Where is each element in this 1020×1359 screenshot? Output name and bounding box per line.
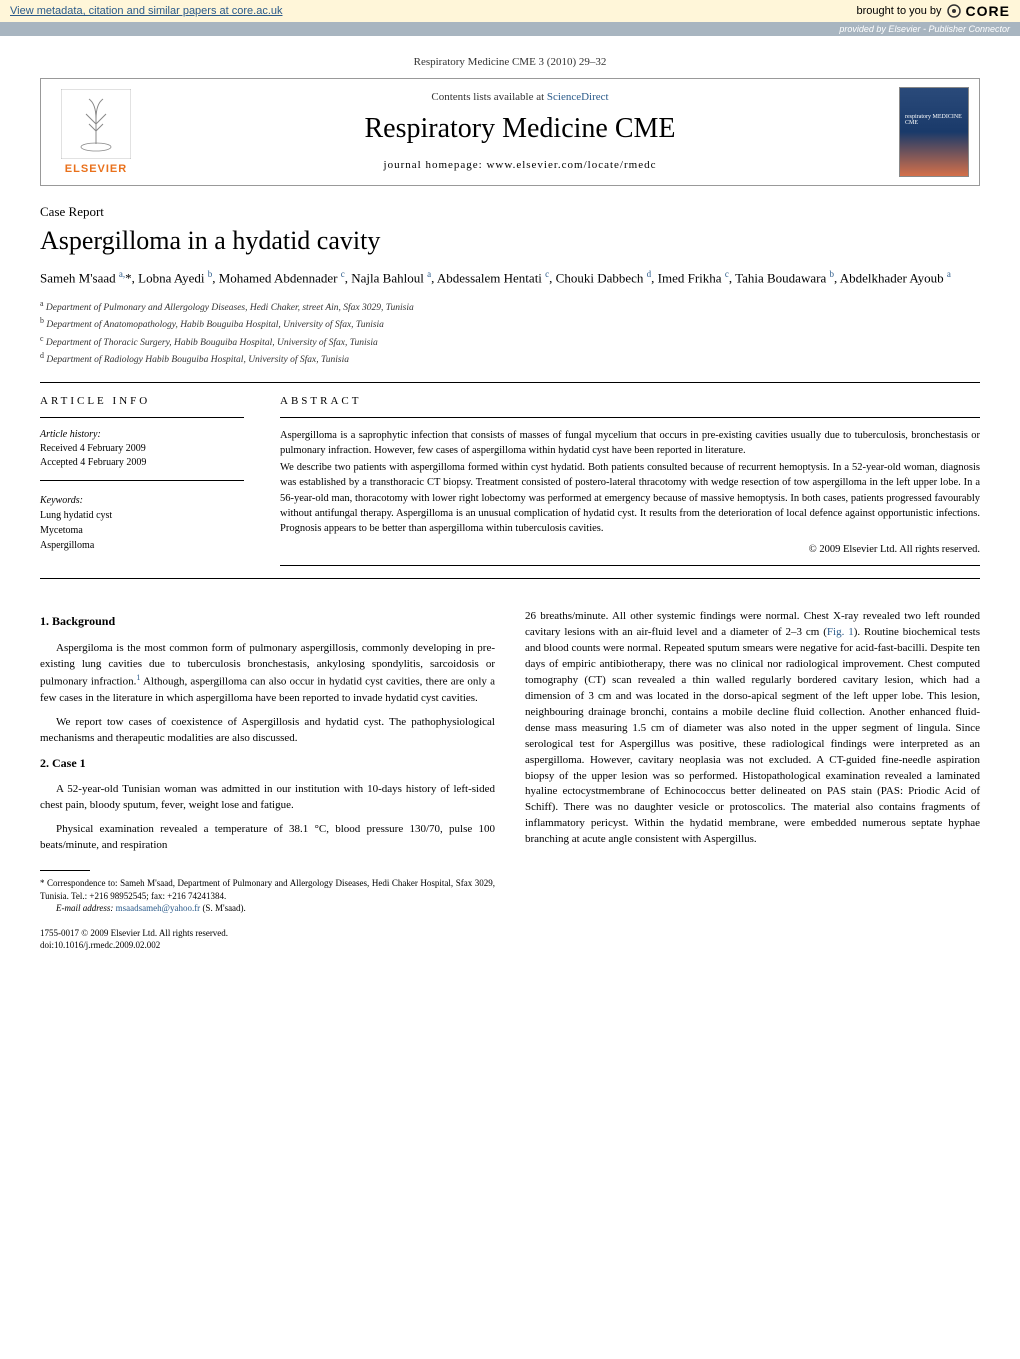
journal-header: ELSEVIER Contents lists available at Sci… bbox=[40, 78, 980, 186]
abstract-copyright: © 2009 Elsevier Ltd. All rights reserved… bbox=[280, 544, 980, 555]
abstract-heading: ABSTRACT bbox=[280, 395, 980, 407]
affiliations: a Department of Pulmonary and Allergolog… bbox=[40, 298, 980, 368]
cover-caption: respiratory MEDICINE CME bbox=[905, 114, 963, 126]
abstract-text: Aspergilloma is a saprophytic infection … bbox=[280, 428, 980, 537]
footnote-separator bbox=[40, 870, 90, 871]
core-link[interactable]: View metadata, citation and similar pape… bbox=[10, 5, 283, 17]
issn-line: 1755-0017 © 2009 Elsevier Ltd. All right… bbox=[40, 927, 495, 940]
keyword: Aspergilloma bbox=[40, 538, 244, 553]
keywords-block: Keywords: Lung hydatid cystMycetomaAsper… bbox=[40, 493, 244, 553]
body-columns: 1. Background Aspergiloma is the most co… bbox=[40, 609, 980, 952]
section-1-heading: 1. Background bbox=[40, 613, 495, 630]
affiliation-line: a Department of Pulmonary and Allergolog… bbox=[40, 298, 980, 315]
body-p3: A 52-year-old Tunisian woman was admitte… bbox=[40, 782, 495, 814]
article-type: Case Report bbox=[40, 204, 980, 220]
citation-line: Respiratory Medicine CME 3 (2010) 29–32 bbox=[40, 56, 980, 68]
brought-by-label: brought to you by bbox=[857, 5, 942, 17]
body-p2: We report tow cases of coexistence of As… bbox=[40, 715, 495, 747]
divider bbox=[40, 480, 244, 481]
cover-thumbnail: respiratory MEDICINE CME bbox=[899, 87, 969, 177]
section-2-heading: 2. Case 1 bbox=[40, 755, 495, 772]
keywords-label: Keywords: bbox=[40, 493, 244, 508]
received-date: Received 4 February 2009 bbox=[40, 442, 244, 456]
email-suffix: (S. M'saad). bbox=[200, 903, 246, 913]
article-history: Article history: Received 4 February 200… bbox=[40, 428, 244, 470]
correspondence-note: * Correspondence to: Sameh M'saad, Depar… bbox=[40, 877, 495, 902]
journal-homepage: journal homepage: www.elsevier.com/locat… bbox=[163, 159, 877, 171]
elsevier-label: ELSEVIER bbox=[65, 163, 127, 175]
divider bbox=[280, 417, 980, 418]
body-p4: Physical examination revealed a temperat… bbox=[40, 822, 495, 854]
article-info-col: ARTICLE INFO Article history: Received 4… bbox=[40, 383, 260, 579]
email-address[interactable]: msaadsameh@yahoo.fr bbox=[116, 903, 201, 913]
elsevier-tree-icon bbox=[61, 89, 131, 159]
provided-by-bar: provided by Elsevier - Publisher Connect… bbox=[0, 22, 1020, 36]
affiliation-line: d Department of Radiology Habib Bouguiba… bbox=[40, 350, 980, 367]
keyword: Mycetoma bbox=[40, 523, 244, 538]
info-abstract-row: ARTICLE INFO Article history: Received 4… bbox=[40, 382, 980, 580]
abstract-p1: Aspergilloma is a saprophytic infection … bbox=[280, 428, 980, 458]
affiliation-line: b Department of Anatomopathology, Habib … bbox=[40, 315, 980, 332]
header-center: Contents lists available at ScienceDirec… bbox=[151, 79, 889, 185]
core-logo-text: CORE bbox=[966, 3, 1010, 19]
elsevier-logo-block: ELSEVIER bbox=[41, 79, 151, 185]
accepted-date: Accepted 4 February 2009 bbox=[40, 456, 244, 470]
doi-block: 1755-0017 © 2009 Elsevier Ltd. All right… bbox=[40, 927, 495, 952]
core-banner: View metadata, citation and similar pape… bbox=[0, 0, 1020, 22]
left-column: 1. Background Aspergiloma is the most co… bbox=[40, 609, 495, 952]
email-line: E-mail address: msaadsameh@yahoo.fr (S. … bbox=[40, 902, 495, 915]
abstract-col: ABSTRACT Aspergilloma is a saprophytic i… bbox=[260, 383, 980, 579]
core-icon bbox=[946, 3, 962, 19]
journal-cover: respiratory MEDICINE CME bbox=[889, 79, 979, 185]
affiliation-line: c Department of Thoracic Surgery, Habib … bbox=[40, 333, 980, 350]
divider bbox=[280, 565, 980, 566]
authors-list: Sameh M'saad a,*, Lobna Ayedi b, Mohamed… bbox=[40, 268, 980, 288]
email-label: E-mail address: bbox=[56, 903, 116, 913]
footnotes: * Correspondence to: Sameh M'saad, Depar… bbox=[40, 877, 495, 915]
body-right-p1: 26 breaths/minute. All other systemic fi… bbox=[525, 609, 980, 848]
abstract-p2: We describe two patients with aspergillo… bbox=[280, 460, 980, 536]
journal-title: Respiratory Medicine CME bbox=[163, 113, 877, 145]
divider bbox=[40, 417, 244, 418]
article-title: Aspergilloma in a hydatid cavity bbox=[40, 226, 980, 256]
contents-prefix: Contents lists available at bbox=[431, 91, 546, 103]
fig-1-link[interactable]: Fig. 1 bbox=[827, 626, 854, 638]
history-label: Article history: bbox=[40, 428, 244, 442]
keyword: Lung hydatid cyst bbox=[40, 508, 244, 523]
core-attribution: brought to you by CORE bbox=[857, 3, 1010, 19]
right-column: 26 breaths/minute. All other systemic fi… bbox=[525, 609, 980, 952]
contents-available: Contents lists available at ScienceDirec… bbox=[163, 91, 877, 103]
doi-line: doi:10.1016/j.rmedc.2009.02.002 bbox=[40, 939, 495, 952]
article-info-heading: ARTICLE INFO bbox=[40, 395, 244, 407]
body-p1: Aspergiloma is the most common form of p… bbox=[40, 641, 495, 707]
sciencedirect-link[interactable]: ScienceDirect bbox=[547, 91, 609, 103]
